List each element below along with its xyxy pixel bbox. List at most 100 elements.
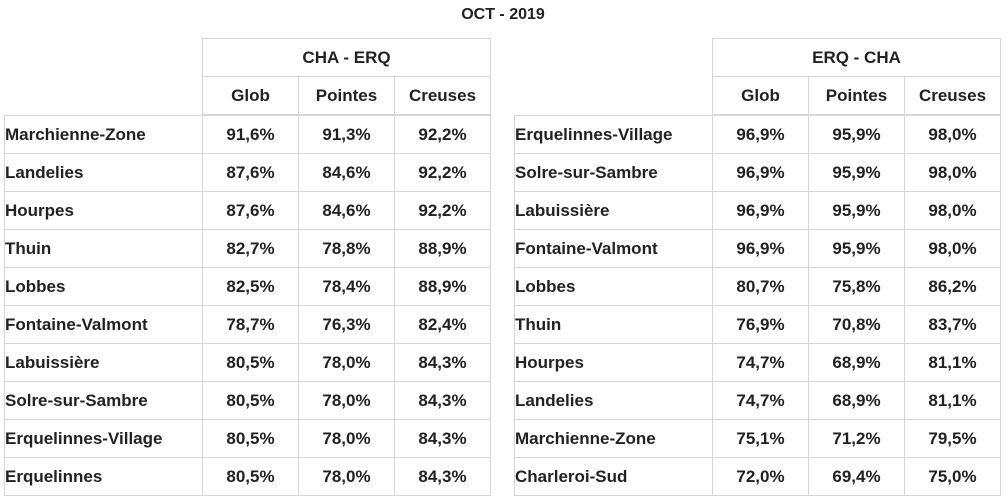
glob-cell: 80,5%	[202, 419, 299, 458]
pointes-cell: 78,8%	[298, 229, 395, 268]
station-cell: Fontaine-Valmont	[514, 229, 713, 268]
creuses-cell: 88,9%	[394, 229, 491, 268]
pointes-cell: 70,8%	[808, 305, 905, 344]
creuses-cell: 98,0%	[904, 115, 1001, 154]
glob-cell: 75,1%	[712, 419, 809, 458]
station-cell: Erquelinnes-Village	[4, 419, 203, 458]
table-row: Marchienne-Zone 75,1% 71,2% 79,5%	[514, 419, 1001, 458]
glob-cell: 74,7%	[712, 381, 809, 420]
glob-cell: 72,0%	[712, 457, 809, 496]
station-cell: Landelies	[514, 381, 713, 420]
glob-cell: 96,9%	[712, 153, 809, 192]
glob-cell: 80,5%	[202, 343, 299, 382]
creuses-cell: 98,0%	[904, 153, 1001, 192]
table-row: Lobbes 80,7% 75,8% 86,2%	[514, 267, 1001, 306]
column-header-glob: Glob	[202, 76, 299, 115]
pointes-cell: 91,3%	[298, 115, 395, 154]
creuses-cell: 84,3%	[394, 457, 491, 496]
table-row: Fontaine-Valmont 78,7% 76,3% 82,4%	[4, 305, 491, 344]
column-header-pointes: Pointes	[808, 76, 905, 115]
creuses-cell: 86,2%	[904, 267, 1001, 306]
pointes-cell: 84,6%	[298, 153, 395, 192]
table-row: Labuissière 80,5% 78,0% 84,3%	[4, 343, 491, 382]
creuses-cell: 79,5%	[904, 419, 1001, 458]
corner-blank	[515, 39, 713, 77]
pointes-cell: 78,0%	[298, 457, 395, 496]
column-header-glob: Glob	[712, 76, 809, 115]
station-cell: Erquelinnes-Village	[514, 115, 713, 154]
station-cell: Fontaine-Valmont	[4, 305, 203, 344]
station-cell: Hourpes	[514, 343, 713, 382]
creuses-cell: 84,3%	[394, 343, 491, 382]
table-row: Thuin 82,7% 78,8% 88,9%	[4, 229, 491, 268]
creuses-cell: 81,1%	[904, 343, 1001, 382]
table-row: Hourpes 87,6% 84,6% 92,2%	[4, 191, 491, 230]
glob-cell: 74,7%	[712, 343, 809, 382]
creuses-cell: 81,1%	[904, 381, 1001, 420]
station-cell: Thuin	[4, 229, 203, 268]
creuses-cell: 92,2%	[394, 191, 491, 230]
table-row: Solre-sur-Sambre 80,5% 78,0% 84,3%	[4, 381, 491, 420]
creuses-cell: 88,9%	[394, 267, 491, 306]
station-cell: Labuissière	[4, 343, 203, 382]
station-cell: Landelies	[4, 153, 203, 192]
creuses-cell: 84,3%	[394, 381, 491, 420]
pointes-cell: 95,9%	[808, 229, 905, 268]
direction-header: ERQ - CHA	[712, 38, 1001, 77]
glob-cell: 96,9%	[712, 191, 809, 230]
station-cell: Hourpes	[4, 191, 203, 230]
pointes-cell: 78,0%	[298, 381, 395, 420]
creuses-cell: 83,7%	[904, 305, 1001, 344]
glob-cell: 87,6%	[202, 191, 299, 230]
creuses-cell: 82,4%	[394, 305, 491, 344]
column-header-pointes: Pointes	[298, 76, 395, 115]
table-row: Fontaine-Valmont 96,9% 95,9% 98,0%	[514, 229, 1001, 268]
table-row: Erquelinnes-Village 96,9% 95,9% 98,0%	[514, 115, 1001, 154]
table-row: Landelies 74,7% 68,9% 81,1%	[514, 381, 1001, 420]
station-cell: Lobbes	[4, 267, 203, 306]
creuses-cell: 92,2%	[394, 115, 491, 154]
table-row: Labuissière 96,9% 95,9% 98,0%	[514, 191, 1001, 230]
glob-cell: 96,9%	[712, 229, 809, 268]
corner-blank	[5, 39, 203, 77]
table-row: Lobbes 82,5% 78,4% 88,9%	[4, 267, 491, 306]
pointes-cell: 75,8%	[808, 267, 905, 306]
column-header-creuses: Creuses	[394, 76, 491, 115]
creuses-cell: 84,3%	[394, 419, 491, 458]
table-row: Erquelinnes 80,5% 78,0% 84,3%	[4, 457, 491, 496]
creuses-cell: 75,0%	[904, 457, 1001, 496]
glob-cell: 80,7%	[712, 267, 809, 306]
pointes-cell: 78,0%	[298, 343, 395, 382]
table-row: Charleroi-Sud 72,0% 69,4% 75,0%	[514, 457, 1001, 496]
pointes-cell: 95,9%	[808, 115, 905, 154]
glob-cell: 80,5%	[202, 457, 299, 496]
pointes-cell: 84,6%	[298, 191, 395, 230]
station-cell: Marchienne-Zone	[514, 419, 713, 458]
table-erq-cha: ERQ - CHA Glob Pointes Creuses Erquelinn…	[514, 38, 1001, 496]
glob-cell: 80,5%	[202, 381, 299, 420]
pointes-cell: 71,2%	[808, 419, 905, 458]
station-cell: Charleroi-Sud	[514, 457, 713, 496]
glob-cell: 96,9%	[712, 115, 809, 154]
station-cell: Solre-sur-Sambre	[4, 381, 203, 420]
glob-cell: 87,6%	[202, 153, 299, 192]
table-row: Solre-sur-Sambre 96,9% 95,9% 98,0%	[514, 153, 1001, 192]
pointes-cell: 76,3%	[298, 305, 395, 344]
table-row: Erquelinnes-Village 80,5% 78,0% 84,3%	[4, 419, 491, 458]
creuses-cell: 92,2%	[394, 153, 491, 192]
direction-header: CHA - ERQ	[202, 38, 491, 77]
station-cell: Labuissière	[514, 191, 713, 230]
creuses-cell: 98,0%	[904, 191, 1001, 230]
pointes-cell: 69,4%	[808, 457, 905, 496]
corner-blank	[5, 77, 203, 115]
corner-blank	[515, 77, 713, 115]
station-cell: Marchienne-Zone	[4, 115, 203, 154]
glob-cell: 82,5%	[202, 267, 299, 306]
table-row: Landelies 87,6% 84,6% 92,2%	[4, 153, 491, 192]
glob-cell: 82,7%	[202, 229, 299, 268]
station-cell: Lobbes	[514, 267, 713, 306]
table-row: Marchienne-Zone 91,6% 91,3% 92,2%	[4, 115, 491, 154]
station-cell: Erquelinnes	[4, 457, 203, 496]
column-header-creuses: Creuses	[904, 76, 1001, 115]
table-row: Thuin 76,9% 70,8% 83,7%	[514, 305, 1001, 344]
